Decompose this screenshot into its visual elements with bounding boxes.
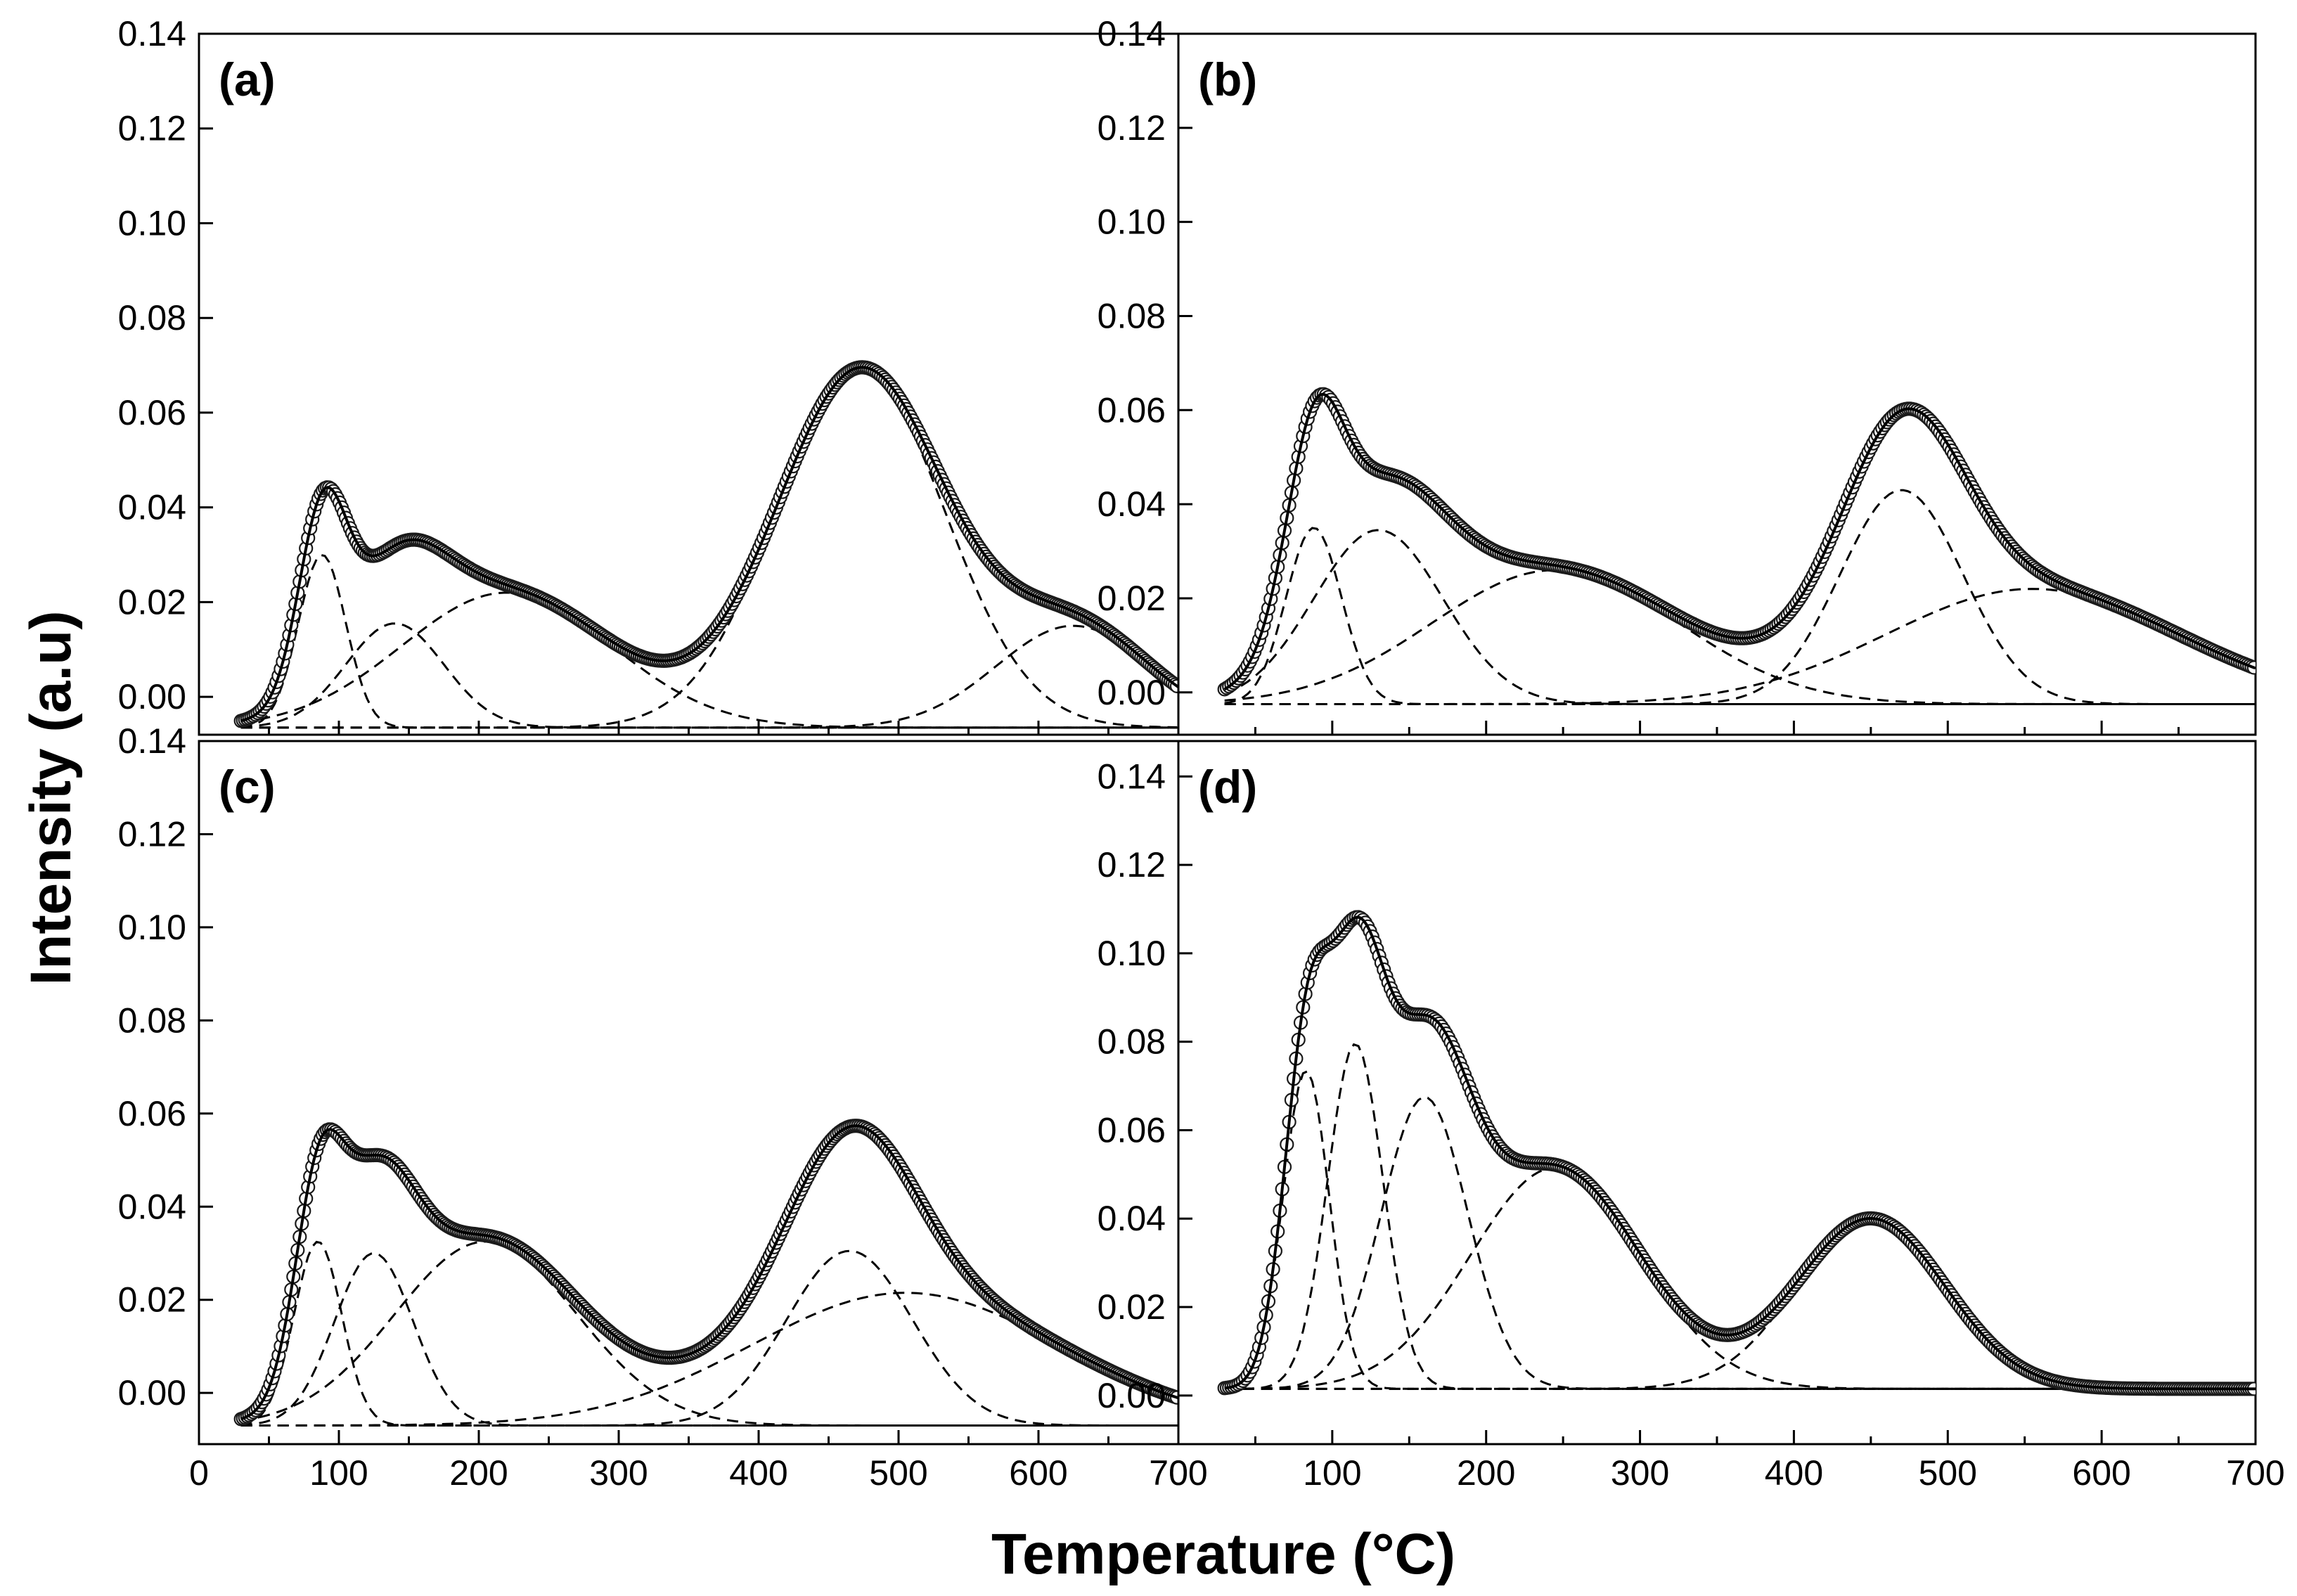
x-tick-label: 100 <box>309 1453 368 1493</box>
x-axis-title: Temperature (°C) <box>991 1522 1455 1586</box>
plot-area <box>233 1119 1178 1427</box>
panels: 0.000.020.040.060.080.100.120.14(a)0.000… <box>118 14 2285 1493</box>
fit-curve <box>240 366 1178 723</box>
y-tick-label: 0.10 <box>1098 934 1166 973</box>
plot-area <box>233 360 1178 729</box>
x-tick-label: 200 <box>449 1453 508 1493</box>
y-tick-label: 0.00 <box>118 677 186 716</box>
x-tick-label: 300 <box>589 1453 648 1493</box>
y-tick-label: 0.06 <box>118 393 186 432</box>
y-tick-label: 0.10 <box>118 908 186 947</box>
y-tick-label: 0.14 <box>118 14 186 53</box>
component-peak-1 <box>1224 1043 2254 1390</box>
y-tick-label: 0.00 <box>1098 1376 1166 1415</box>
component-curves <box>240 368 1178 729</box>
y-tick-label: 0.12 <box>118 109 186 148</box>
y-tick-label: 0.12 <box>1098 108 1166 148</box>
x-tick-label: 400 <box>1765 1453 1823 1493</box>
x-tick-label: 200 <box>1457 1453 1515 1493</box>
y-tick-label: 0.08 <box>1098 1022 1166 1062</box>
y-tick-label: 0.08 <box>118 298 186 337</box>
y-tick-label: 0.10 <box>1098 202 1166 242</box>
component-peak-4 <box>240 624 1178 729</box>
y-tick-label: 0.14 <box>1098 757 1166 796</box>
component-peak-2 <box>1224 1096 2254 1390</box>
y-tick-label: 0.06 <box>1098 1110 1166 1150</box>
fit-curve <box>1223 392 2256 691</box>
x-tick-label: 100 <box>1303 1453 1361 1493</box>
x-tick-label: 700 <box>2226 1453 2284 1493</box>
y-tick-label: 0.08 <box>118 1000 186 1040</box>
x-tick-label: 700 <box>1149 1453 1207 1493</box>
y-tick-label: 0.14 <box>1098 14 1166 53</box>
y-tick-label: 0.00 <box>1098 673 1166 712</box>
x-tick-label: 400 <box>729 1453 787 1493</box>
panel-label: (d) <box>1198 761 1257 813</box>
y-tick-label: 0.02 <box>118 1280 186 1320</box>
y-axis-title: Intensity (a.u) <box>19 610 83 985</box>
panel-1: 0.00 0.02 0.04 0.06 0.08 0.10 0.12 0.14 (b) <box>1098 14 2257 736</box>
y-tick-label: 0.08 <box>1098 296 1166 335</box>
y-tick-label: 0.12 <box>1098 845 1166 884</box>
component-peak-2 <box>1224 569 2254 705</box>
panel-label: (b) <box>1198 53 1257 105</box>
y-tick-label: 0.14 <box>118 721 186 761</box>
x-tick-label: 0 <box>189 1453 209 1493</box>
plot-area <box>1217 910 2256 1396</box>
y-tick-label: 0.04 <box>118 1187 186 1226</box>
fit-curve <box>1224 915 2256 1391</box>
x-tick-label: 500 <box>869 1453 927 1493</box>
y-tick-label: 0.06 <box>118 1094 186 1133</box>
y-tick-label: 0.00 <box>118 1373 186 1412</box>
component-peak-2 <box>240 1240 1177 1427</box>
component-peak-2 <box>240 591 1177 729</box>
y-tick-label: 0.04 <box>1098 1199 1166 1238</box>
y-tick-label: 0.04 <box>1098 484 1166 524</box>
x-tick-label: 600 <box>2072 1453 2130 1493</box>
x-tick-label: 600 <box>1009 1453 1067 1493</box>
y-tick-label: 0.04 <box>118 488 186 527</box>
panel-label: (a) <box>219 53 276 105</box>
panel-2: 0.00 0.02 0.04 0.06 0.08 0.10 0.12 0.14 0 100 200 3… <box>118 721 1208 1493</box>
y-tick-label: 0.02 <box>118 582 186 622</box>
panel-0: 0.00 0.02 0.04 0.06 0.08 0.10 0.12 0.14 (a) <box>118 14 1180 736</box>
x-tick-label: 300 <box>1611 1453 1669 1493</box>
x-tick-label: 0 <box>1169 1453 1188 1493</box>
y-tick-label: 0.10 <box>118 203 186 243</box>
panel-3: 0.00 0.02 0.04 0.06 0.08 0.10 0.12 0.14 0 100 200 3… <box>1098 740 2285 1493</box>
panel-label: (c) <box>219 761 276 813</box>
plot-area <box>1217 387 2256 706</box>
y-tick-label: 0.02 <box>1098 1287 1166 1327</box>
fit-curve <box>240 1124 1178 1421</box>
y-tick-label: 0.06 <box>1098 390 1166 430</box>
y-tick-label: 0.02 <box>1098 579 1166 618</box>
y-tick-label: 0.12 <box>118 814 186 854</box>
x-tick-label: 500 <box>1919 1453 1977 1493</box>
